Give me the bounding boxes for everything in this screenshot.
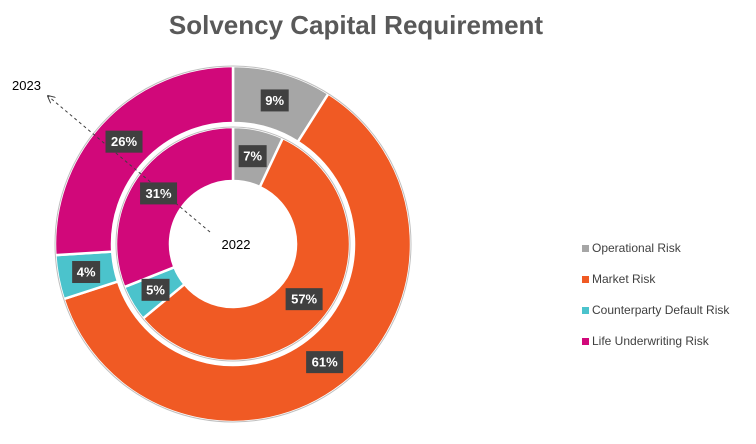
legend-item-market-risk: Market Risk xyxy=(582,272,656,286)
legend-item-operational-risk: Operational Risk xyxy=(582,241,682,255)
data-label-text: 4% xyxy=(77,265,96,280)
legend-label: Counterparty Default Risk xyxy=(592,303,730,317)
legend-item-counterparty-default-risk: Counterparty Default Risk xyxy=(582,303,730,317)
data-label-2022-market-risk: 57% xyxy=(285,288,323,311)
data-label-2023-operational-risk: 9% xyxy=(260,89,289,112)
legend: Operational Risk Market Risk Counterparty … xyxy=(582,241,730,348)
data-label-2023-market-risk: 61% xyxy=(306,351,344,374)
series-label-inner: 2022 xyxy=(222,237,251,252)
data-label-2022-operational-risk: 7% xyxy=(238,145,267,168)
data-label-text: 31% xyxy=(146,186,172,201)
legend-swatch xyxy=(582,276,589,283)
legend-swatch xyxy=(582,338,589,345)
data-label-2023-counterparty-default-risk: 4% xyxy=(72,261,101,284)
series-label-outer: 2023 xyxy=(12,78,41,93)
data-label-2022-counterparty-default-risk: 5% xyxy=(141,278,170,301)
legend-label: Market Risk xyxy=(592,272,656,286)
data-label-text: 26% xyxy=(111,134,137,149)
series-annotations: 2023 2022 xyxy=(12,78,250,252)
series-pointer-arrow xyxy=(48,96,211,233)
data-label-text: 5% xyxy=(146,282,165,297)
chart-title: Solvency Capital Requirement xyxy=(169,10,544,40)
data-label-text: 7% xyxy=(243,149,262,164)
legend-swatch xyxy=(582,307,589,314)
legend-label: Operational Risk xyxy=(592,241,682,255)
data-label-2022-life-underwriting-risk: 31% xyxy=(140,182,178,205)
legend-label: Life Underwriting Risk xyxy=(592,334,710,348)
data-label-text: 57% xyxy=(291,292,317,307)
data-label-text: 61% xyxy=(312,355,338,370)
data-label-text: 9% xyxy=(265,93,284,108)
legend-item-life-underwriting-risk: Life Underwriting Risk xyxy=(582,334,710,348)
data-label-2023-life-underwriting-risk: 26% xyxy=(105,130,143,153)
data-labels: 9% 61% 4% 26% 7% 57% 5% 31% xyxy=(72,89,344,374)
legend-swatch xyxy=(582,245,589,252)
